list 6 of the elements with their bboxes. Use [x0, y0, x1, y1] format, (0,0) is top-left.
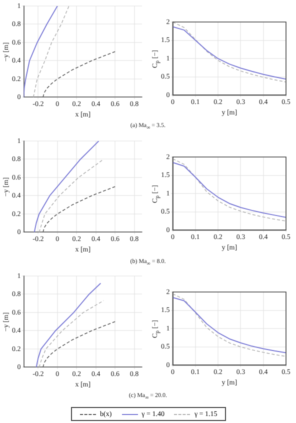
line-series [38, 300, 104, 368]
line-series [42, 51, 116, 98]
line-series [32, 6, 70, 98]
line-series [42, 186, 116, 232]
line-series [38, 158, 104, 232]
line-series [42, 321, 116, 368]
